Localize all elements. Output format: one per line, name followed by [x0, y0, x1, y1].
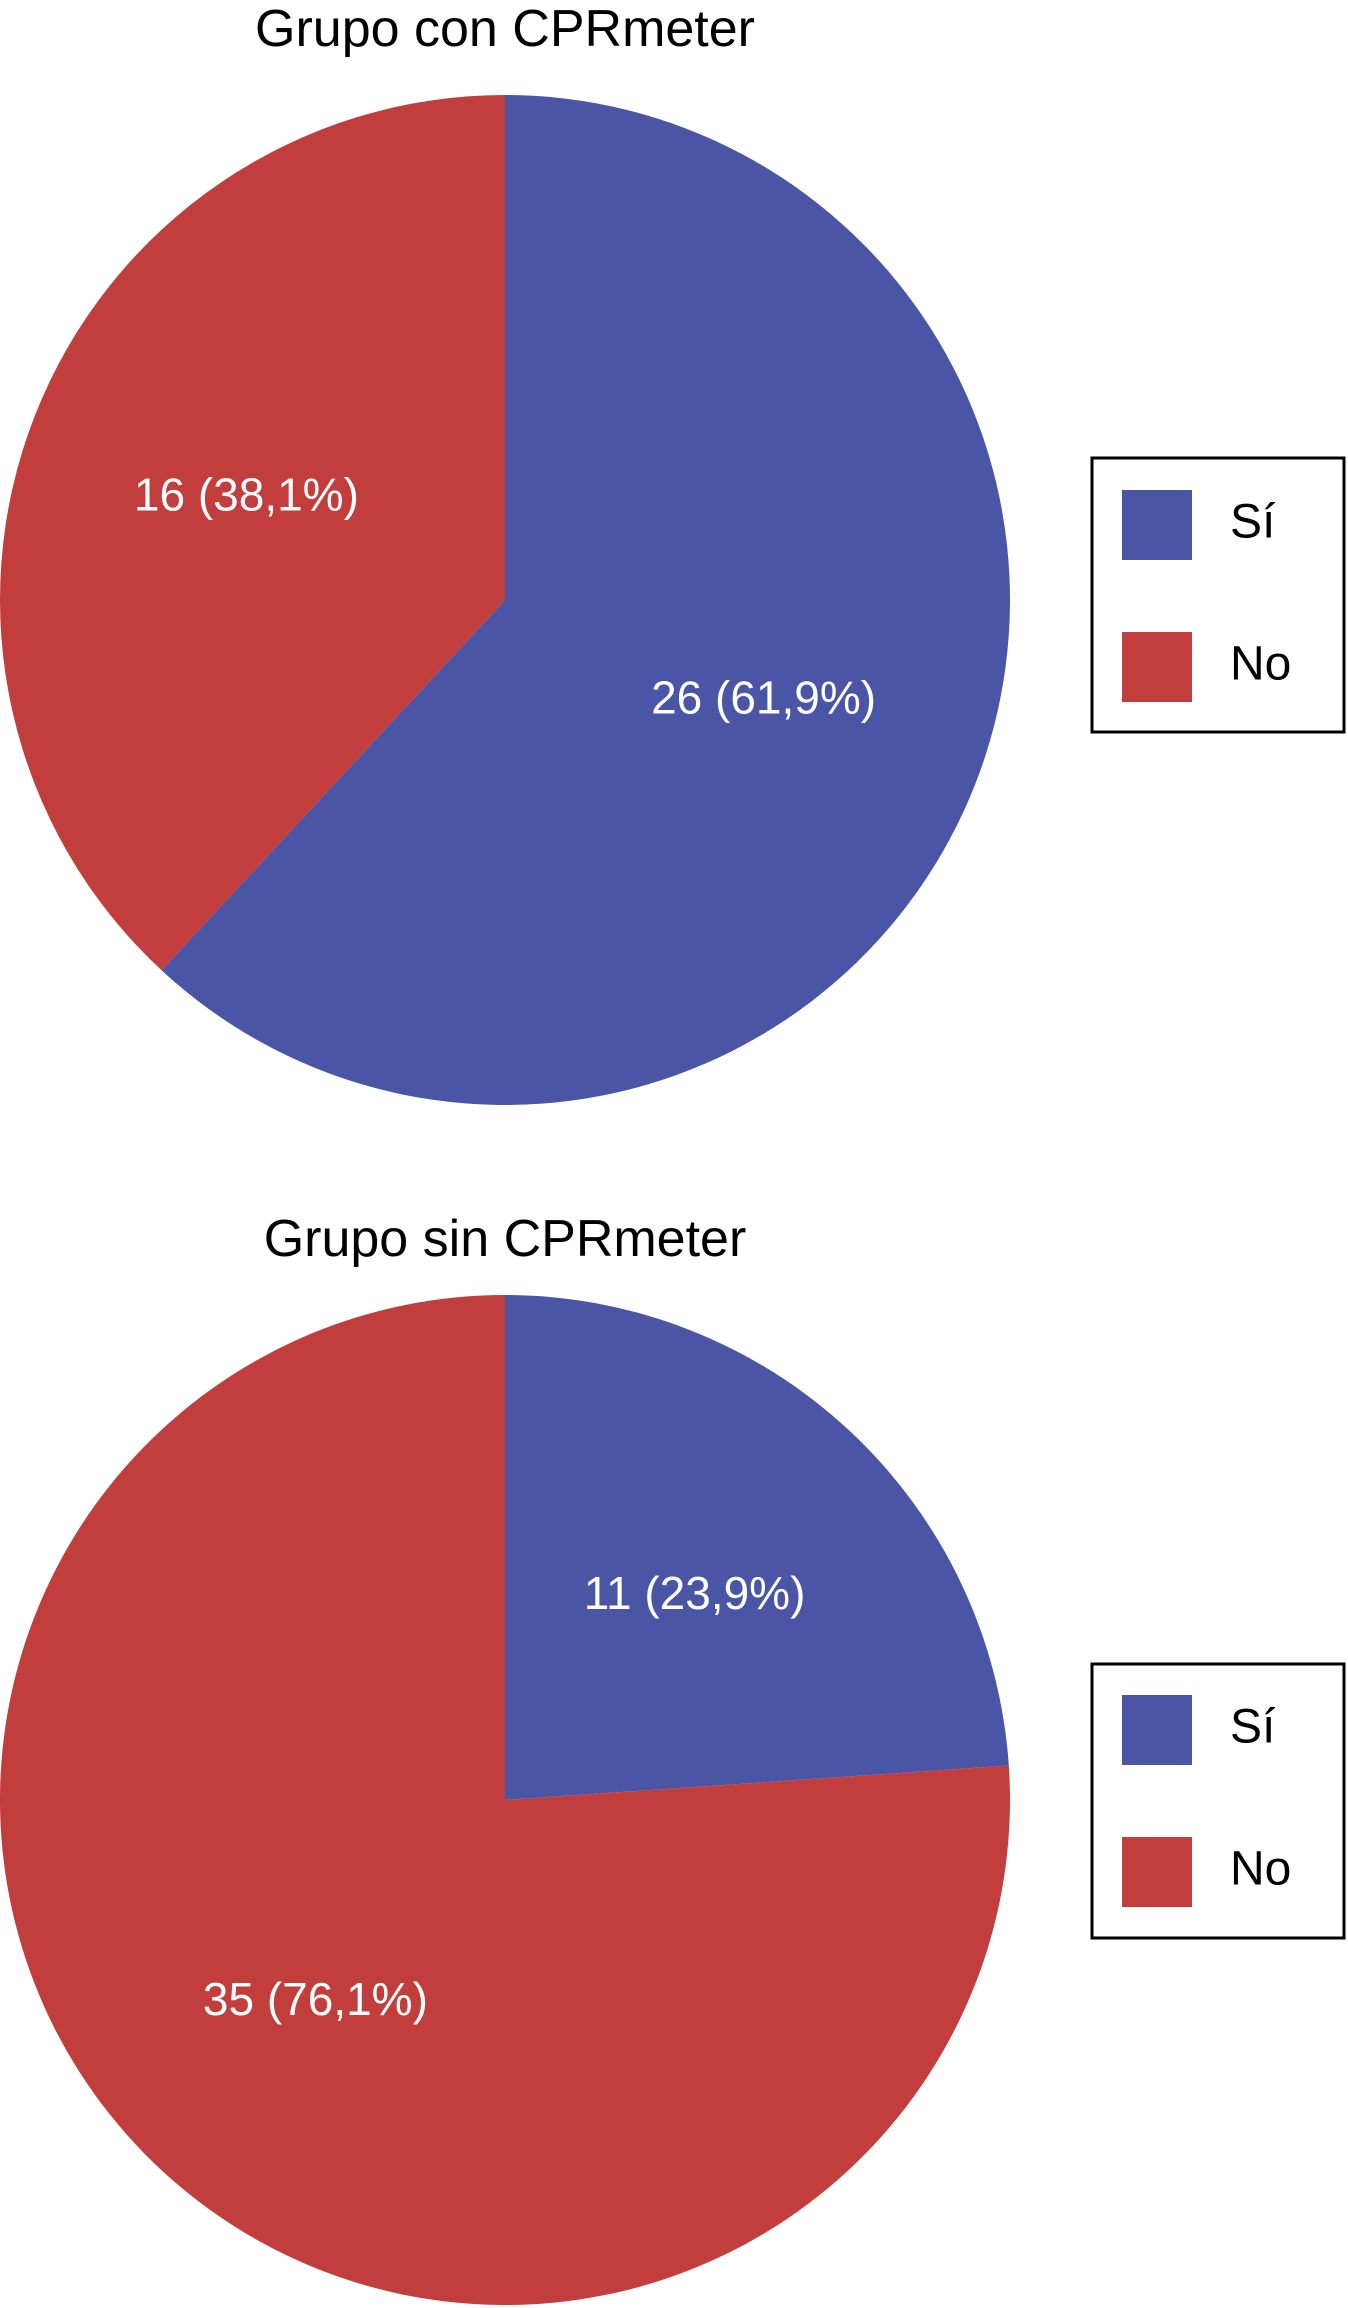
chart-1-pie	[0, 95, 1010, 1106]
chart-1-legend-swatch-si	[1122, 490, 1192, 560]
chart-2-slice-label-si: 11 (23,9%)	[584, 1567, 806, 1619]
chart-1-legend-swatch-no	[1122, 632, 1192, 702]
chart-2-legend-swatch-no	[1122, 1837, 1192, 1907]
chart-2-slice-no	[0, 1295, 1010, 2305]
chart-1-slice-label-no: 16 (38,1%)	[134, 469, 359, 521]
chart-2-pie	[0, 1295, 1010, 2305]
chart-2-slice-label-no: 35 (76,1%)	[203, 1973, 428, 2025]
chart-1-legend: Sí No	[1090, 456, 1346, 734]
chart-2: Grupo sin CPRmeter 11 (23,9%) 35 (76,1%)…	[0, 1210, 1346, 2305]
chart-1-slice-label-si: 26 (61,9%)	[651, 672, 876, 724]
chart-2-legend-label-no: No	[1230, 1843, 1291, 1896]
chart-1: Grupo con CPRmeter 26 (61,9%) 16 (38,1%)…	[0, 0, 1346, 1106]
chart-2-legend: Sí No	[1090, 1662, 1346, 1940]
chart-1-slice-no	[0, 95, 505, 971]
chart-1-slice-si	[161, 95, 1010, 1106]
chart-2-slice-si	[505, 1295, 1009, 1800]
chart-1-legend-label-si: Sí	[1230, 496, 1276, 549]
chart-1-legend-label-no: No	[1230, 638, 1291, 691]
chart-2-legend-swatch-si	[1122, 1695, 1192, 1765]
chart-1-title: Grupo con CPRmeter	[255, 0, 755, 58]
chart-2-legend-label-si: Sí	[1230, 1701, 1276, 1754]
chart-2-title: Grupo sin CPRmeter	[264, 1210, 747, 1268]
